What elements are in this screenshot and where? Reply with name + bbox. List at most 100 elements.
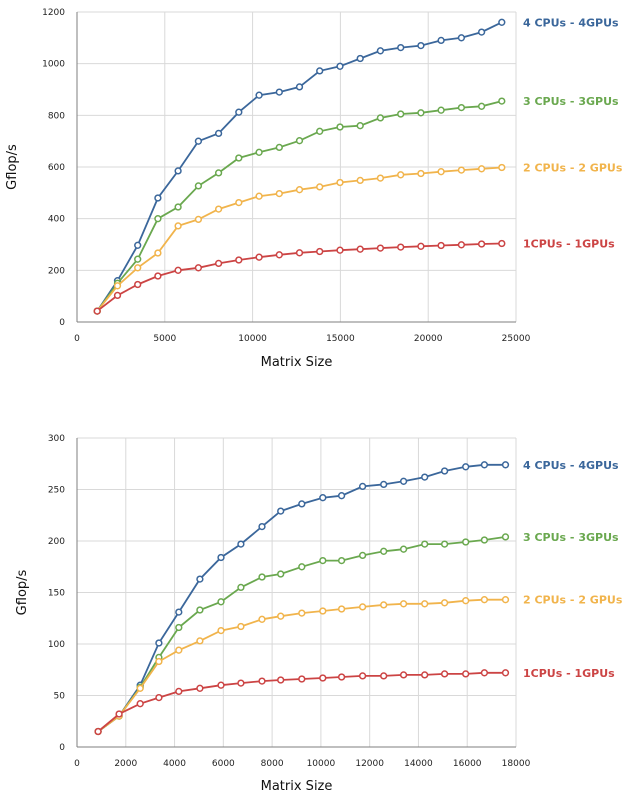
y-tick-label: 200 — [48, 266, 65, 276]
data-point — [399, 477, 408, 485]
data-point — [380, 547, 388, 555]
x-tick-label: 12000 — [355, 759, 384, 769]
data-point — [380, 480, 388, 489]
data-point — [319, 607, 327, 615]
data-point — [399, 545, 408, 553]
data-point — [356, 176, 364, 185]
data-point — [237, 540, 245, 548]
data-point — [501, 669, 510, 677]
data-point — [115, 710, 123, 718]
series-4: 1CPUs - 1GPUs — [94, 667, 615, 736]
data-point — [174, 266, 182, 274]
x-axis-title: Matrix Size — [261, 779, 333, 794]
data-point — [480, 536, 489, 544]
data-point — [237, 679, 245, 687]
data-point — [134, 241, 142, 249]
data-point — [255, 253, 263, 261]
series-label: 2 CPUs - 2 GPUs — [523, 594, 623, 607]
series-1: 4 CPUs - 4GPUs — [93, 16, 619, 315]
series-label: 4 CPUs - 4GPUs — [523, 16, 619, 29]
data-point — [155, 639, 163, 647]
data-point — [196, 575, 204, 583]
data-point — [134, 264, 142, 272]
data-point — [113, 291, 122, 300]
data-point — [477, 28, 486, 36]
data-point — [421, 540, 429, 548]
data-point — [136, 700, 144, 708]
data-point — [437, 106, 445, 114]
data-point — [440, 670, 449, 678]
data-point — [155, 693, 163, 702]
data-point — [440, 540, 449, 548]
data-point — [457, 241, 466, 249]
x-tick-label: 4000 — [163, 759, 186, 769]
y-tick-label: 800 — [48, 111, 65, 121]
data-point — [298, 500, 306, 508]
y-tick-label: 150 — [48, 589, 65, 599]
data-point — [295, 186, 304, 194]
data-point — [358, 551, 367, 560]
data-point — [376, 114, 385, 122]
data-point — [258, 677, 266, 685]
data-point — [356, 245, 364, 253]
data-point — [194, 137, 203, 145]
data-point — [154, 194, 162, 202]
series-label: 3 CPUs - 3GPUs — [523, 531, 619, 544]
series-4: 1CPUs - 1GPUs — [93, 237, 615, 315]
data-point — [94, 727, 102, 736]
data-point — [358, 603, 367, 611]
x-tick-label: 18000 — [502, 759, 531, 769]
data-point — [316, 247, 324, 256]
data-point — [501, 533, 510, 541]
y-tick-label: 300 — [48, 434, 65, 444]
data-point — [196, 637, 204, 645]
data-point — [217, 681, 225, 689]
data-point — [194, 264, 203, 272]
data-point — [336, 178, 344, 187]
data-point — [501, 596, 510, 604]
data-point — [255, 91, 263, 99]
data-point — [217, 626, 225, 635]
data-point — [235, 154, 243, 162]
data-point — [498, 163, 506, 172]
series-2: 3 CPUs - 3GPUs — [94, 531, 619, 736]
data-point — [175, 608, 183, 616]
data-point — [376, 47, 385, 55]
data-point — [498, 239, 506, 248]
data-point — [462, 670, 470, 678]
data-point — [134, 280, 142, 289]
data-point — [93, 307, 101, 315]
data-point — [337, 492, 346, 500]
x-tick-label: 15000 — [326, 334, 355, 344]
data-point — [477, 240, 486, 248]
data-point — [277, 570, 285, 578]
y-tick-label: 200 — [48, 537, 65, 547]
data-point — [399, 600, 408, 608]
data-point — [277, 507, 285, 515]
data-point — [196, 684, 204, 692]
data-point — [336, 62, 344, 70]
series-label: 2 CPUs - 2 GPUs — [523, 162, 623, 175]
data-point — [175, 623, 183, 632]
x-tick-label: 25000 — [502, 334, 531, 344]
data-point — [417, 41, 425, 50]
data-point — [498, 97, 506, 105]
data-point — [319, 674, 327, 682]
data-point — [316, 127, 324, 135]
data-point — [217, 598, 225, 606]
data-point — [255, 192, 263, 200]
data-point — [462, 597, 470, 605]
data-point — [237, 622, 245, 631]
data-point — [194, 215, 203, 224]
data-point — [358, 482, 367, 491]
series-label: 4 CPUs - 4GPUs — [523, 459, 619, 472]
data-point — [113, 282, 122, 290]
data-point — [214, 259, 223, 268]
data-point — [316, 183, 324, 191]
data-point — [397, 243, 405, 251]
data-point — [437, 241, 445, 250]
data-point — [175, 646, 183, 654]
y-tick-label: 50 — [54, 692, 66, 702]
data-point — [155, 657, 163, 666]
